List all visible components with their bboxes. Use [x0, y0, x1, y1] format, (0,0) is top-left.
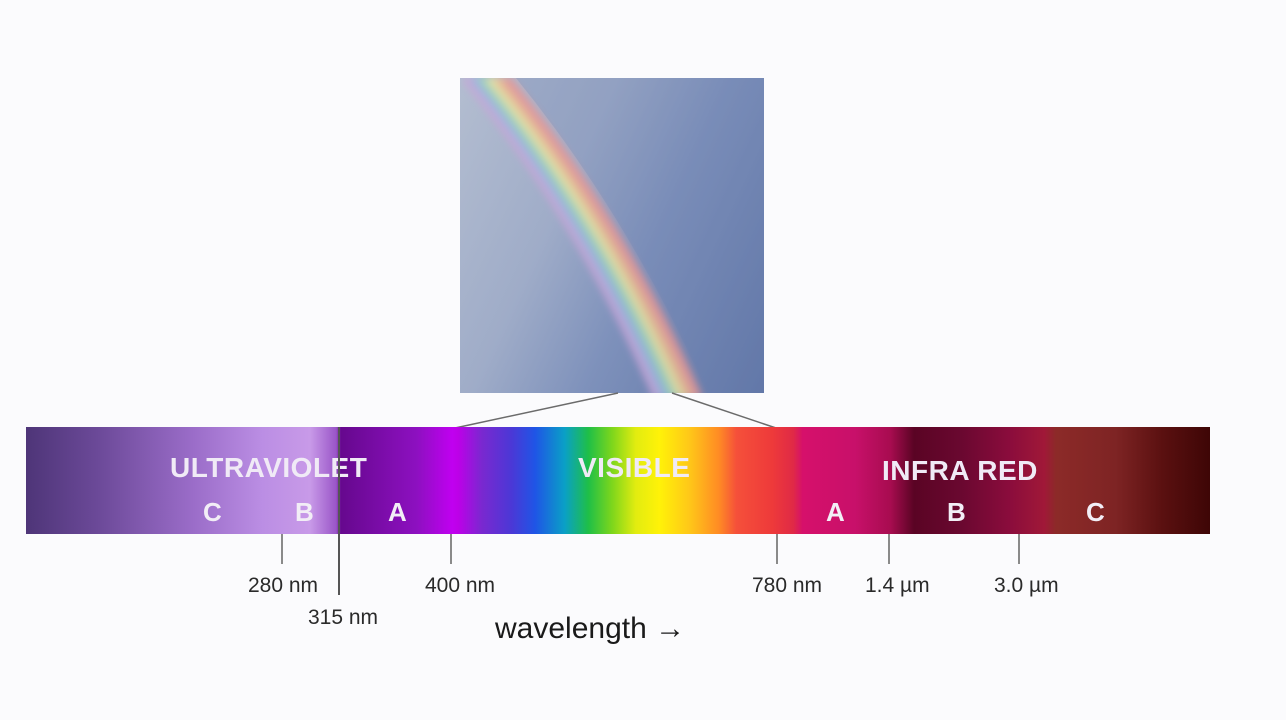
- tick-label-280nm: 280 nm: [248, 574, 319, 597]
- ir-subband-b: B: [947, 497, 966, 527]
- tick-400nm: [450, 534, 452, 564]
- tick-label-400nm: 400 nm: [425, 574, 496, 597]
- wavelength-axis-label: wavelength →: [495, 612, 686, 645]
- tick-label-780nm: 780 nm: [752, 574, 823, 597]
- ir-subband-c: C: [1086, 497, 1105, 527]
- tick-1-4um: [888, 534, 890, 564]
- uv-subband-c: C: [203, 497, 222, 527]
- rainbow-photo: [460, 78, 764, 393]
- uv-subband-a: A: [388, 497, 407, 527]
- tick-315nm: [338, 427, 340, 595]
- tick-780nm: [776, 534, 778, 564]
- spectrum-bar: [26, 427, 1210, 534]
- band-label-visible: VISIBLE: [578, 452, 691, 483]
- rainbow-arc: [462, 78, 764, 393]
- uv-subband-b: B: [295, 497, 314, 527]
- tick-label-3-0um: 3.0 µm: [994, 574, 1059, 597]
- tick-label-315nm: 315 nm: [308, 606, 379, 629]
- band-label-infrared: INFRA RED: [882, 455, 1038, 486]
- band-label-ultraviolet: ULTRAVIOLET: [170, 452, 368, 483]
- ir-subband-a: A: [826, 497, 845, 527]
- tick-label-1-4um: 1.4 µm: [865, 574, 930, 597]
- tick-3-0um: [1018, 534, 1020, 564]
- tick-280nm: [281, 534, 283, 564]
